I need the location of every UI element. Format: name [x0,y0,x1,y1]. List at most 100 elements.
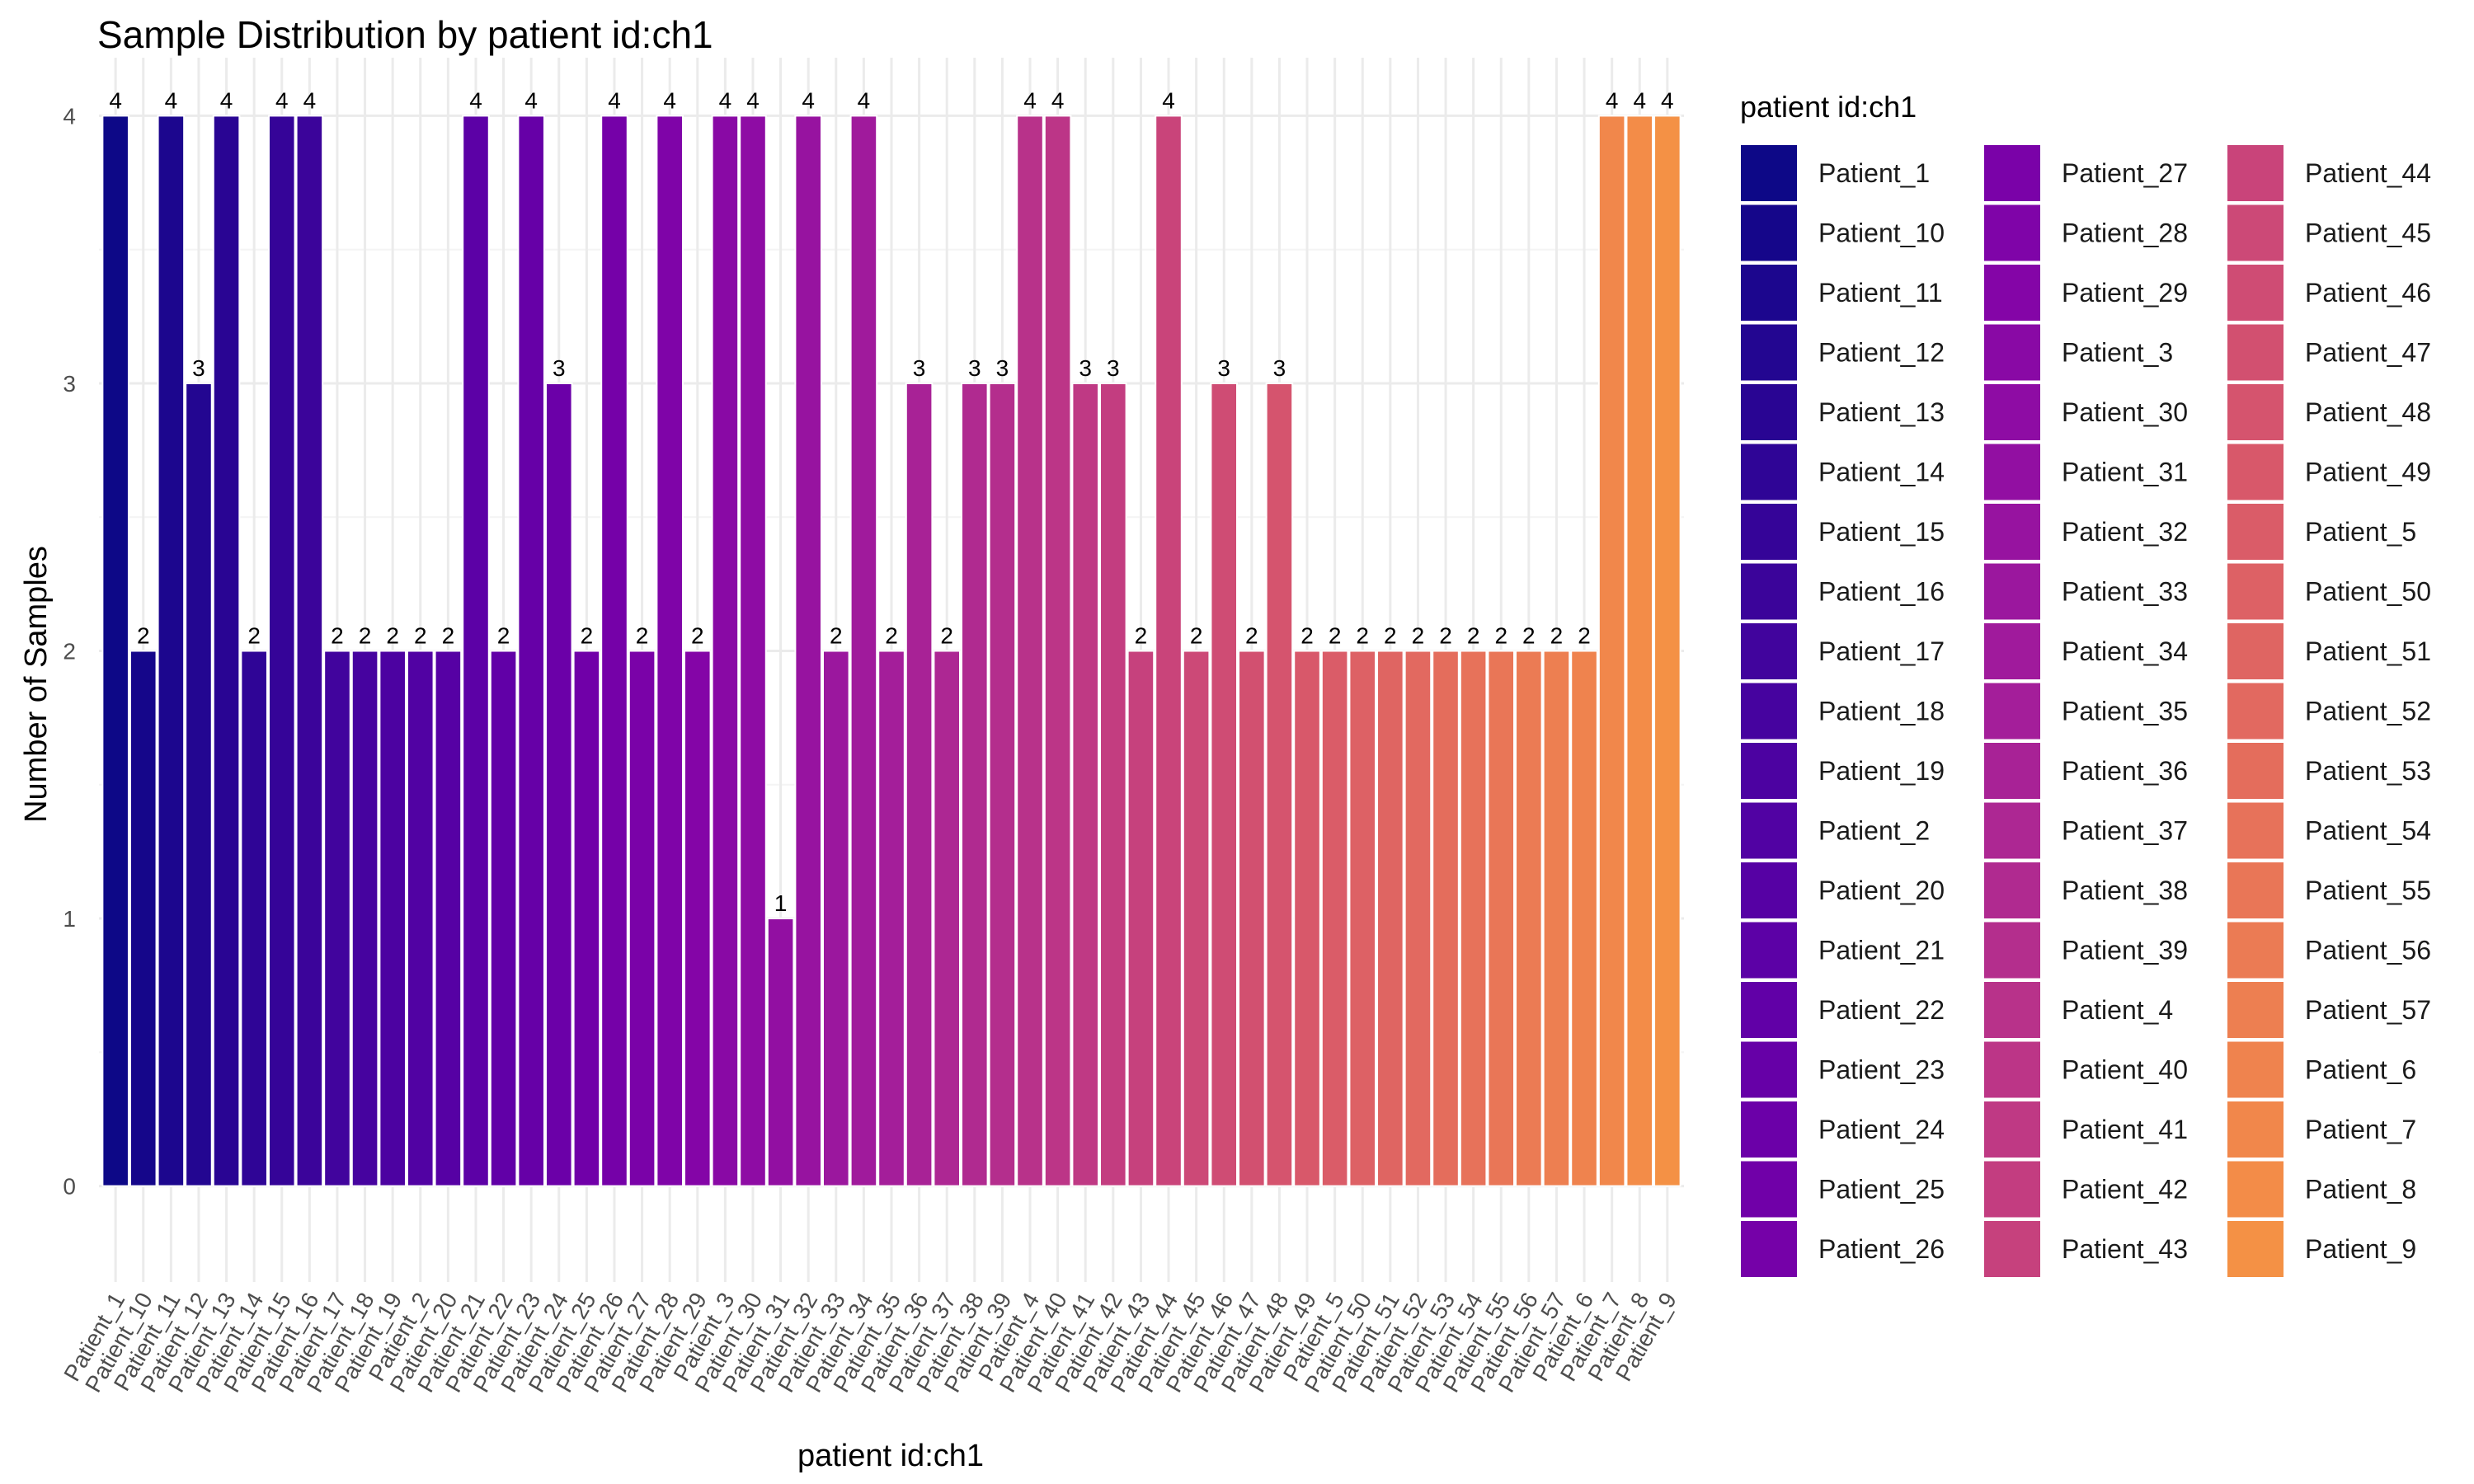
legend-label: Patient_44 [2305,158,2431,188]
data-label: 4 [608,87,621,113]
legend-label: Patient_12 [1818,338,1945,368]
legend-swatch [2226,681,2285,741]
legend-swatch [2226,383,2285,442]
legend-label: Patient_21 [1818,936,1945,965]
legend-label: Patient_48 [2305,397,2431,427]
legend-swatch [1739,681,1799,741]
legend-label: Patient_13 [1818,397,1945,427]
data-label: 4 [663,87,676,113]
bar [711,115,740,1187]
legend-swatch [2226,1100,2285,1159]
data-label: 4 [303,87,317,113]
bar [489,650,518,1187]
legend-label: Patient_54 [2305,816,2431,846]
legend-label: Patient_8 [2305,1175,2416,1205]
bar [462,115,490,1187]
legend-swatch [1982,322,2042,383]
legend-label: Patient_20 [1818,876,1945,905]
bar [1265,382,1294,1187]
bar [739,115,767,1187]
data-label: 4 [1606,87,1619,113]
data-label: 2 [691,623,704,649]
legend-label: Patient_18 [1818,697,1945,726]
data-label: 2 [247,623,261,649]
legend-swatch [1982,741,2042,801]
bar [1071,382,1100,1187]
y-tick-label: 0 [63,1174,76,1200]
legend-swatch [1739,322,1799,383]
legend-swatch [2226,263,2285,322]
legend-label: Patient_17 [1818,636,1945,666]
legend-label: Patient_6 [2305,1055,2416,1085]
bar [129,650,158,1187]
bar [517,115,545,1187]
legend-label: Patient_46 [2305,278,2431,308]
data-label: 3 [968,355,981,381]
legend-swatch [2226,622,2285,681]
legend-label: Patient_51 [2305,636,2431,666]
legend-label: Patient_50 [2305,577,2431,607]
legend-label: Patient_33 [2062,577,2188,607]
data-label: 2 [1245,623,1258,649]
bar [656,115,684,1187]
legend-label: Patient_29 [2062,278,2188,308]
bar [1126,650,1155,1187]
legend-swatch [2226,442,2285,502]
legend-label: Patient_25 [1818,1175,1945,1205]
data-label: 3 [1107,355,1120,381]
legend-swatch [1739,1100,1799,1159]
y-tick-label: 4 [63,103,76,129]
legend-swatch [2226,322,2285,383]
data-label: 4 [1162,87,1175,113]
legend-label: Patient_57 [2305,995,2431,1025]
legend-label: Patient_36 [2062,756,2188,786]
legend-swatch [1739,980,1799,1040]
legend-swatch [1982,263,2042,322]
bar [434,650,463,1187]
data-label: 3 [1079,355,1092,381]
legend-label: Patient_4 [2062,995,2173,1025]
bar [766,918,795,1187]
legend-swatch [1982,383,2042,442]
legend-label: Patient_28 [2062,218,2188,248]
bar [1432,650,1460,1187]
bar [1320,650,1349,1187]
bar [406,650,435,1187]
legend-swatch [1739,143,1799,203]
bar [933,650,961,1187]
legend-label: Patient_19 [1818,756,1945,786]
data-label: 2 [1135,623,1148,649]
legend-swatch [1982,1159,2042,1219]
bar [961,382,989,1187]
data-label: 4 [220,87,233,113]
legend-label: Patient_40 [2062,1055,2188,1085]
legend-swatch [1739,1040,1799,1100]
bar [988,382,1017,1187]
legend-swatch [1982,143,2042,203]
data-label: 3 [1273,355,1286,381]
legend-swatch [2226,502,2285,561]
data-label: 4 [469,87,482,113]
data-label: 4 [1023,87,1037,113]
legend-swatch [1982,561,2042,622]
bar [1404,650,1432,1187]
legend: patient id:ch1 Patient_1 Patient_10 Patien… [1739,90,2431,1279]
data-label: 2 [940,623,953,649]
bar [1043,115,1072,1187]
y-axis-ticks: 0 1 2 3 4 [63,103,76,1199]
legend-label: Patient_26 [1818,1234,1945,1264]
bar [1210,382,1239,1187]
data-label: 2 [1467,623,1480,649]
bar [1570,650,1598,1187]
data-label: 4 [746,87,760,113]
bar [572,650,601,1187]
data-label: 2 [1578,623,1591,649]
data-label: 2 [830,623,843,649]
bar [1182,650,1211,1187]
legend-label: Patient_31 [2062,458,2188,487]
data-label: 2 [137,623,150,649]
bar [794,115,822,1187]
data-label: 4 [165,87,178,113]
bar [877,650,905,1187]
